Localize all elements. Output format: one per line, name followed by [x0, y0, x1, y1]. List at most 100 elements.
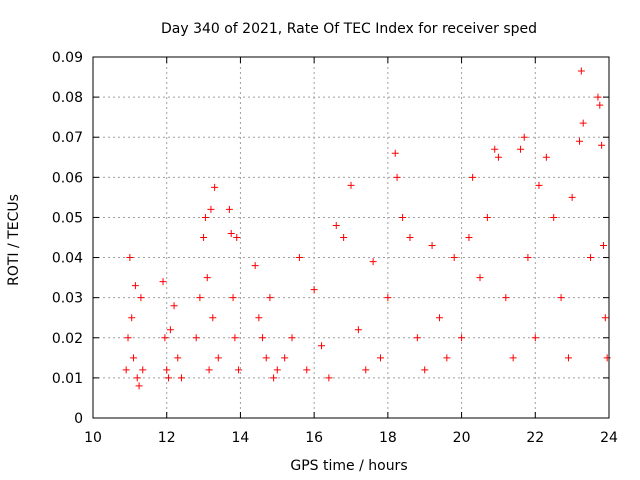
data-point — [135, 382, 143, 390]
data-point — [209, 314, 217, 322]
data-point — [266, 294, 274, 302]
data-point — [205, 366, 213, 374]
data-point — [483, 213, 491, 221]
x-tick-label: 18 — [379, 430, 397, 446]
data-point — [576, 137, 584, 145]
data-point — [384, 294, 392, 302]
data-point — [174, 354, 182, 362]
data-point — [259, 334, 267, 342]
data-point — [421, 366, 429, 374]
x-tick-label: 22 — [526, 430, 544, 446]
data-point — [458, 334, 466, 342]
data-point — [177, 374, 185, 382]
data-point — [214, 354, 222, 362]
data-point — [126, 254, 134, 262]
data-point — [509, 354, 517, 362]
data-point — [603, 354, 611, 362]
data-point — [207, 205, 215, 213]
data-point — [476, 274, 484, 282]
y-tick-label: 0 — [74, 411, 83, 427]
data-point — [450, 254, 458, 262]
y-tick-label: 0.07 — [52, 130, 83, 146]
data-point — [550, 213, 558, 221]
data-point — [192, 334, 200, 342]
data-point — [599, 242, 607, 250]
x-tick-label: 12 — [158, 430, 176, 446]
data-point — [273, 366, 281, 374]
data-point — [362, 366, 370, 374]
chart-title: Day 340 of 2021, Rate Of TEC Index for r… — [161, 21, 537, 37]
data-point — [318, 342, 326, 350]
data-point — [391, 149, 399, 157]
data-point — [270, 374, 278, 382]
data-point — [122, 366, 130, 374]
x-tick-labels: 10 12 14 16 18 20 22 24 — [84, 430, 618, 446]
data-point — [288, 334, 296, 342]
x-tick-label: 16 — [305, 430, 323, 446]
grid-lines — [93, 57, 609, 418]
data-point — [310, 286, 318, 294]
data-point — [524, 254, 532, 262]
data-point — [211, 183, 219, 191]
data-point — [577, 67, 585, 75]
data-point — [535, 181, 543, 189]
data-point — [491, 145, 499, 153]
y-tick-label: 0.02 — [52, 331, 83, 347]
y-tick-label: 0.04 — [52, 251, 83, 267]
data-point — [130, 354, 138, 362]
data-points — [122, 67, 611, 390]
y-axis-title: ROTI / TECUs — [6, 194, 22, 286]
y-tick-label: 0.08 — [52, 90, 83, 106]
x-tick-label: 20 — [453, 430, 471, 446]
data-point — [340, 234, 348, 241]
data-point — [596, 101, 604, 109]
y-tick-label: 0.01 — [52, 371, 83, 387]
data-point — [262, 354, 270, 362]
data-point — [601, 314, 609, 322]
x-tick-label: 14 — [232, 430, 250, 446]
data-point — [568, 193, 576, 201]
data-point — [531, 334, 539, 342]
data-point — [502, 294, 510, 302]
data-point — [124, 334, 132, 342]
data-point — [227, 229, 235, 237]
x-axis-title: GPS time / hours — [290, 458, 407, 474]
data-point — [200, 234, 208, 241]
data-point — [133, 374, 141, 382]
data-point — [557, 294, 565, 302]
data-point — [469, 173, 477, 181]
data-point — [406, 234, 414, 241]
data-point — [517, 145, 525, 153]
y-tick-label: 0.06 — [52, 170, 83, 186]
data-point — [520, 133, 528, 141]
data-point — [354, 326, 362, 334]
data-point — [170, 302, 178, 310]
data-point — [161, 334, 169, 342]
data-point — [137, 294, 145, 302]
data-point — [325, 374, 333, 382]
data-point — [255, 314, 263, 322]
data-point — [399, 213, 407, 221]
data-point — [393, 173, 401, 181]
data-point — [594, 93, 602, 101]
y-tick-labels: 0 0.01 0.02 0.03 0.04 0.05 0.06 0.07 0.08 0.09 — [52, 50, 83, 427]
data-point — [332, 221, 340, 229]
data-point — [443, 354, 451, 362]
data-point — [139, 366, 147, 374]
y-tick-label: 0.03 — [52, 291, 83, 307]
axis-ticks — [92, 56, 610, 419]
y-tick-label: 0.09 — [52, 50, 83, 66]
data-point — [564, 354, 572, 362]
data-point — [295, 254, 303, 262]
data-point — [428, 242, 436, 250]
data-point — [465, 234, 473, 241]
data-point — [203, 274, 211, 282]
data-point — [201, 213, 209, 221]
data-point — [303, 366, 311, 374]
data-point — [579, 119, 587, 127]
x-tick-label: 24 — [600, 430, 618, 446]
data-point — [231, 334, 239, 342]
data-point — [233, 234, 241, 241]
data-point — [413, 334, 421, 342]
